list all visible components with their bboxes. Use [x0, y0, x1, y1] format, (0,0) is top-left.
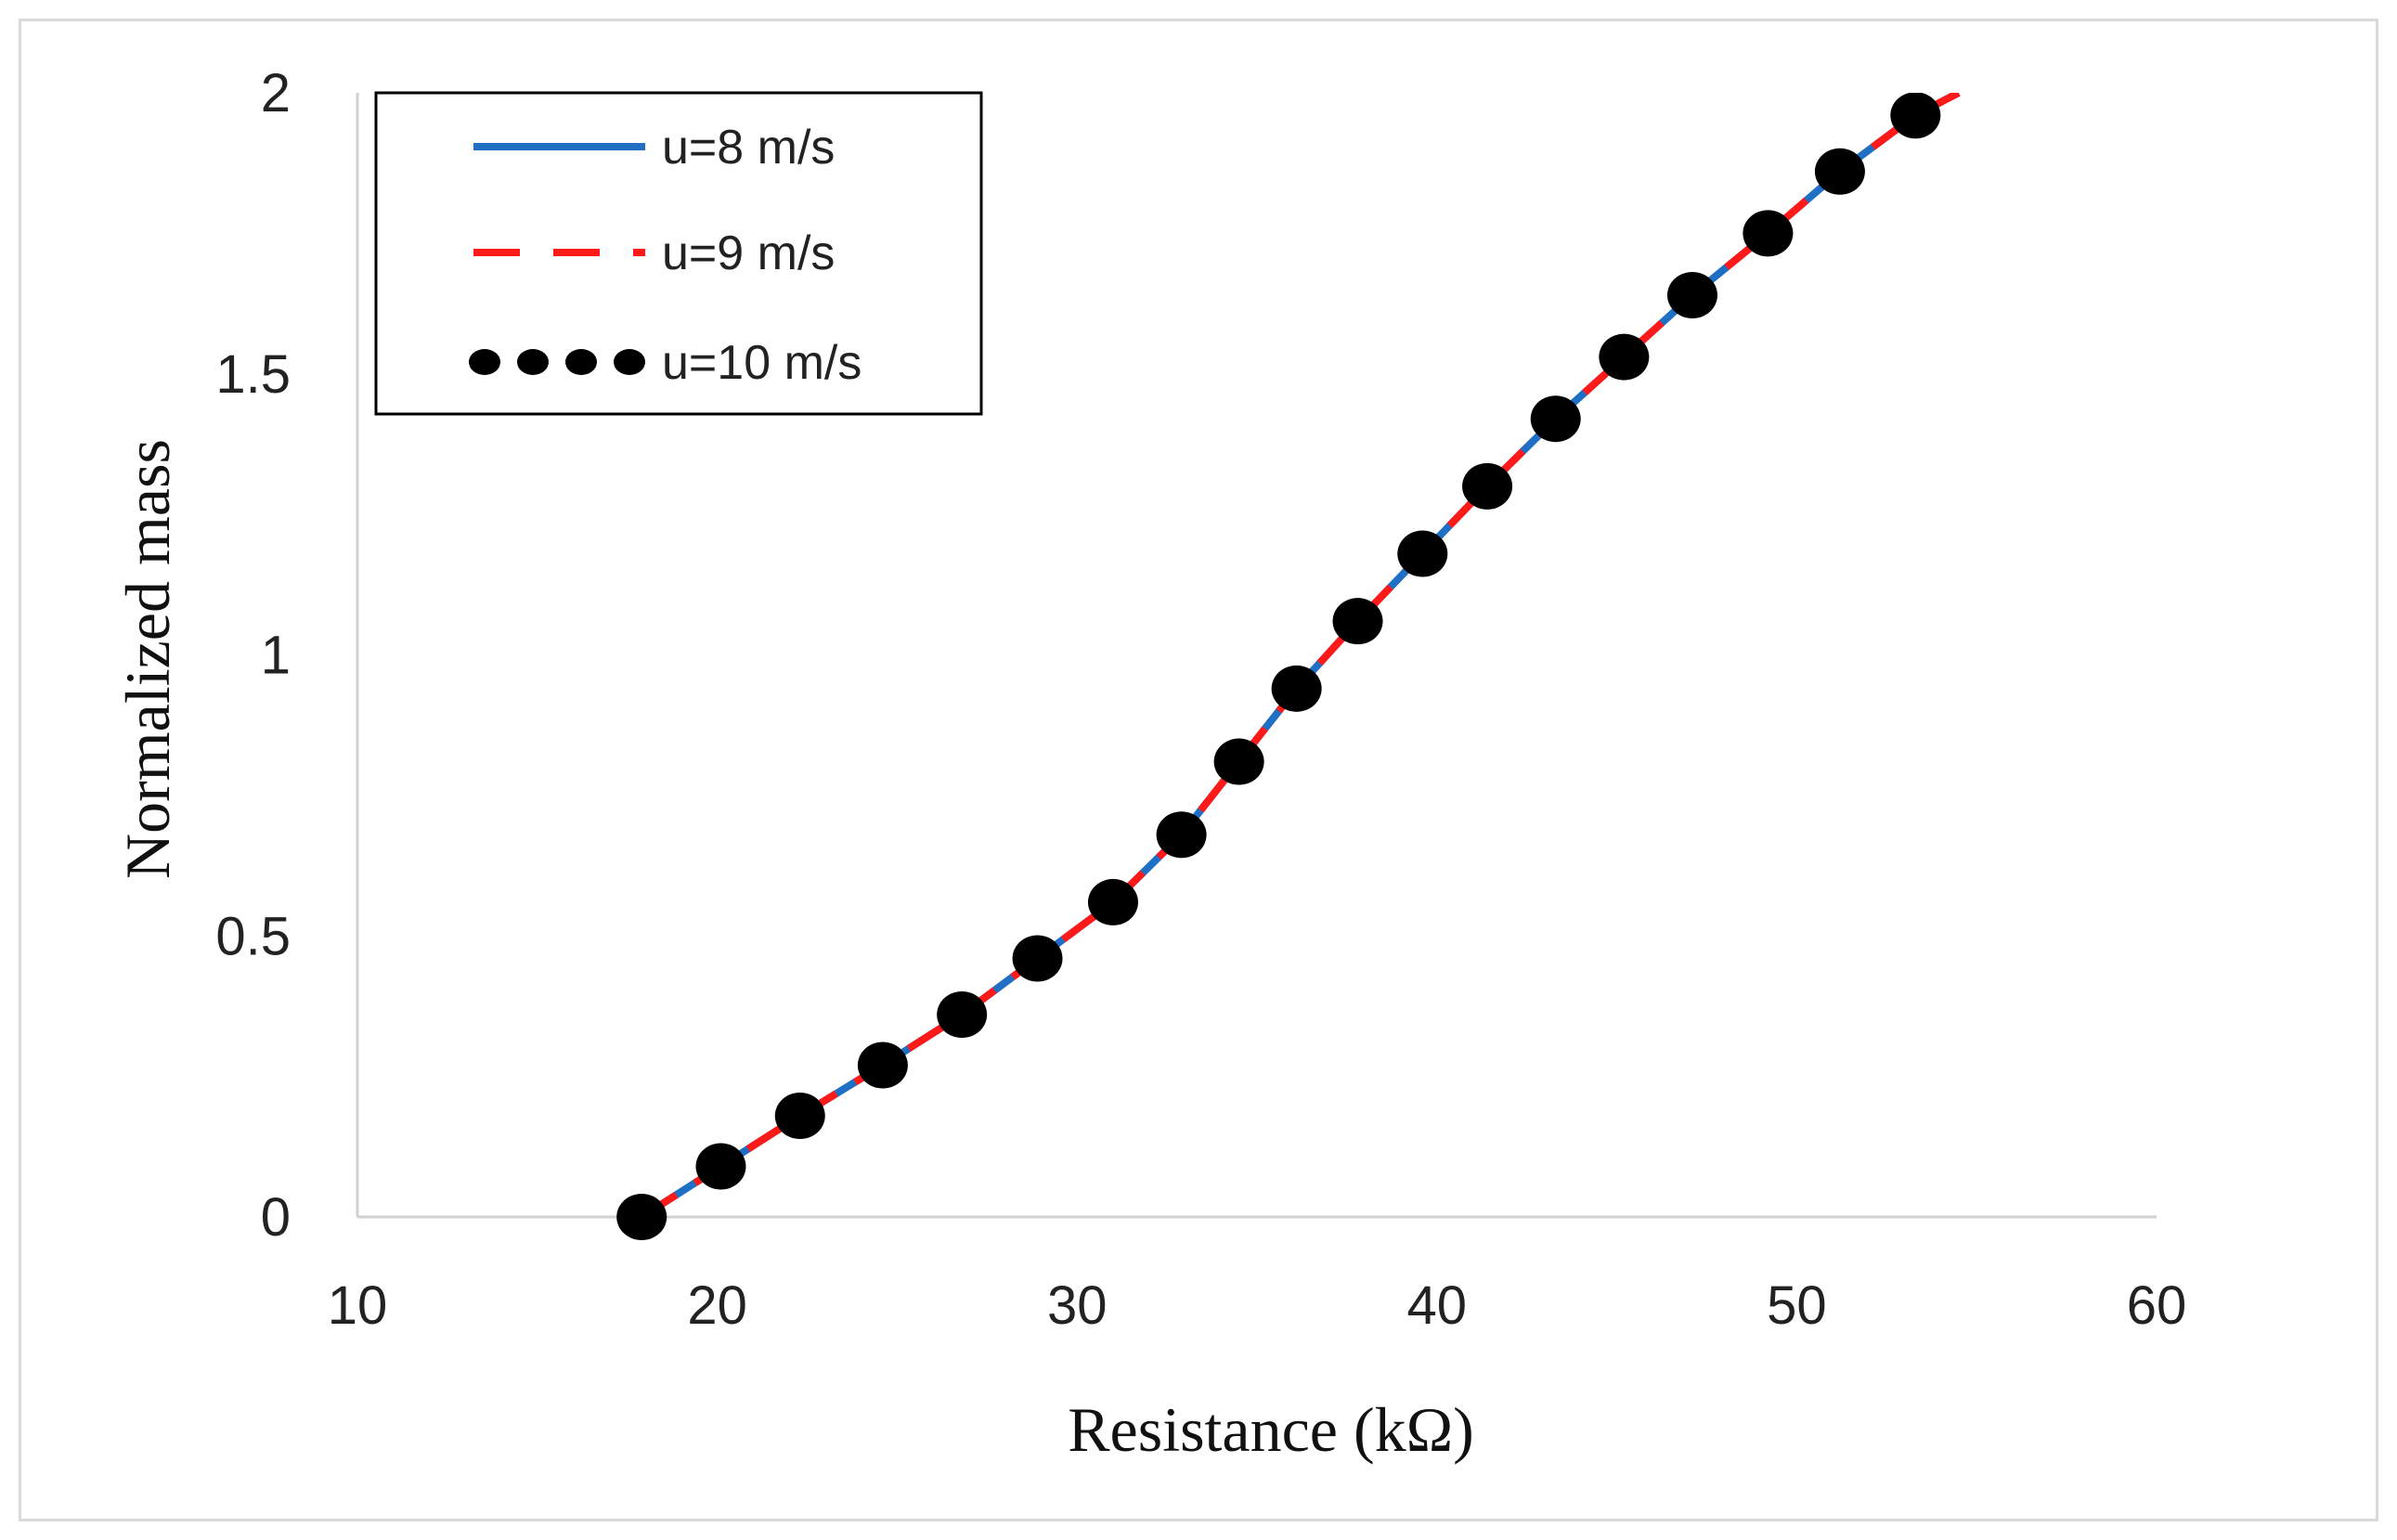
data-point [1599, 333, 1650, 381]
data-point [695, 1143, 746, 1190]
data-point [616, 1194, 667, 1240]
legend-swatch-dot [614, 349, 645, 375]
data-point [1666, 271, 1717, 318]
data-point [774, 1093, 825, 1140]
data-point [1213, 738, 1264, 785]
x-tick-label: 30 [1047, 1275, 1108, 1336]
legend-swatch-dot [517, 349, 549, 375]
series-3 [616, 93, 1941, 1240]
legend-label: u=9 m/s [662, 226, 835, 280]
data-point [857, 1042, 908, 1089]
data-point [1271, 665, 1322, 712]
data-point [1332, 598, 1383, 645]
y-axis-title: Normalized mass [112, 439, 183, 879]
data-point [1530, 395, 1581, 443]
data-point [1397, 530, 1448, 577]
y-tick-label: 1.5 [215, 344, 291, 405]
data-point [937, 991, 988, 1039]
y-tick-label: 0 [261, 1187, 291, 1248]
legend-swatch-dot [565, 349, 597, 375]
x-tick-label: 20 [687, 1275, 747, 1336]
x-tick-label: 50 [1767, 1275, 1827, 1336]
x-tick-label: 10 [328, 1275, 388, 1336]
series-layer [616, 93, 1961, 1240]
y-tick-label: 0.5 [215, 906, 291, 966]
y-tick-label: 1 [261, 626, 291, 686]
data-point [1156, 811, 1207, 859]
y-tick-label: 2 [261, 63, 291, 123]
data-point [1462, 462, 1513, 510]
data-point [1087, 878, 1138, 925]
legend: u=8 m/s u=9 m/s u=10 m/s [374, 91, 983, 416]
legend-label: u=10 m/s [662, 336, 862, 390]
legend-swatch-dot [469, 349, 500, 375]
x-axis-title: Resistance (kΩ) [1068, 1394, 1474, 1465]
legend-label: u=8 m/s [662, 121, 835, 175]
data-point [1743, 210, 1794, 257]
data-point [1890, 93, 1941, 139]
data-point [1012, 935, 1063, 982]
x-tick-label: 40 [1407, 1275, 1468, 1336]
data-point [1814, 148, 1865, 195]
x-tick-label: 60 [2127, 1275, 2187, 1336]
